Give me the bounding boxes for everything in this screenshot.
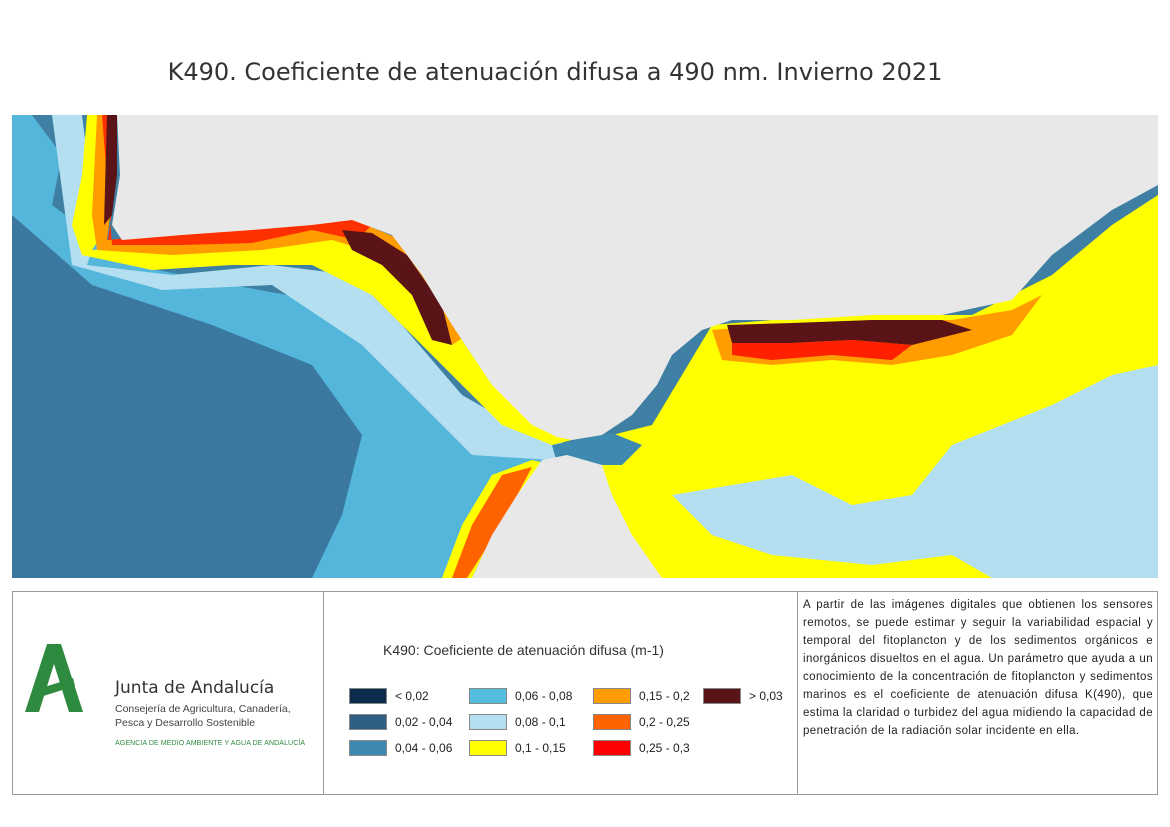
legend-item: 0,06 - 0,08 <box>469 687 572 705</box>
legend-label: 0,15 - 0,2 <box>639 689 690 703</box>
legend-item: > 0,03 <box>703 687 783 705</box>
footer-divider <box>797 592 798 794</box>
legend-swatch <box>469 740 507 756</box>
coastal-darkred-alboran <box>727 320 972 345</box>
description-text: A partir de las imágenes digitales que o… <box>803 599 1153 737</box>
map-title: K490. Coeficiente de atenuación difusa a… <box>167 58 943 86</box>
legend-item: 0,1 - 0,15 <box>469 739 566 757</box>
organization-name: Junta de Andalucía <box>115 678 275 698</box>
north-africa-land <box>472 455 662 578</box>
coastal-red-africa <box>452 467 532 578</box>
legend-swatch <box>703 688 741 704</box>
map-footer: Junta de Andalucía Consejería de Agricul… <box>12 591 1158 795</box>
legend-swatch <box>349 714 387 730</box>
legend-label: 0,25 - 0,3 <box>639 741 690 755</box>
legend-item: < 0,02 <box>349 687 429 705</box>
legend-swatch <box>593 714 631 730</box>
legend-swatch <box>593 688 631 704</box>
iberian-peninsula-land <box>112 115 1158 440</box>
legend-label: 0,06 - 0,08 <box>515 689 573 703</box>
legend-swatch <box>469 714 507 730</box>
light-ocean-coastal <box>52 115 572 460</box>
legend-item: 0,04 - 0,06 <box>349 739 452 757</box>
legend-item: 0,2 - 0,25 <box>593 713 690 731</box>
legend-item: 0,25 - 0,3 <box>593 739 690 757</box>
footer-divider <box>323 592 324 794</box>
legend-item: 0,15 - 0,2 <box>593 687 690 705</box>
legend-label: > 0,03 <box>749 689 783 703</box>
legend-item: 0,02 - 0,04 <box>349 713 452 731</box>
mid-ocean-strait <box>552 433 642 465</box>
junta-andalucia-logo-icon <box>25 644 83 712</box>
legend-label: 0,2 - 0,25 <box>639 715 690 729</box>
deep-ocean-patch <box>12 215 362 578</box>
legend-label: 0,02 - 0,04 <box>395 715 453 729</box>
legend-item: 0,08 - 0,1 <box>469 713 566 731</box>
legend-label: 0,04 - 0,06 <box>395 741 453 755</box>
organization-agency: AGENCIA DE MEDIO AMBIENTE Y AGUA DE ANDA… <box>115 740 306 747</box>
legend-swatch <box>349 740 387 756</box>
legend-label: < 0,02 <box>395 689 429 703</box>
k490-map[interactable] <box>12 115 1158 578</box>
coastal-yellow-spain <box>72 115 572 445</box>
legend-swatch <box>593 740 631 756</box>
legend-swatch <box>349 688 387 704</box>
legend-label: 0,08 - 0,1 <box>515 715 566 729</box>
legend-label: 0,1 - 0,15 <box>515 741 566 755</box>
organization-department: Consejería de Agricultura, Canadería, Pe… <box>115 703 291 729</box>
light-ocean-med <box>672 365 1158 578</box>
legend-title: K490: Coeficiente de atenuación difusa (… <box>383 642 664 658</box>
coastal-red-alboran <box>732 340 912 360</box>
legend-swatch <box>469 688 507 704</box>
